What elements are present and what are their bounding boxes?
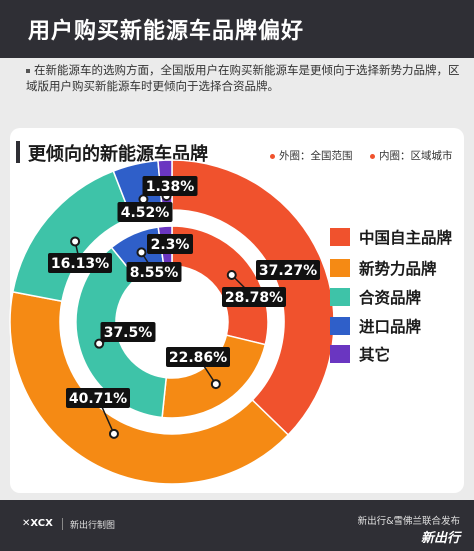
data-label-box (166, 347, 230, 367)
legend-swatch (330, 317, 350, 335)
anchor-dot (94, 338, 105, 349)
description: 在新能源车的选购方面，全国版用户在购买新能源车是更倾向于选择新势力品牌，区域版用… (26, 62, 466, 94)
data-label-box (48, 253, 112, 273)
data-label-box (126, 262, 182, 282)
data-label-box (147, 234, 193, 254)
data-label-inner-2: 37.5% (104, 325, 153, 341)
data-label-box (66, 388, 130, 408)
legend-swatch (330, 228, 350, 246)
legend-swatch (330, 259, 350, 277)
anchor-dot (70, 236, 81, 247)
legend-item: 新势力品牌 (330, 257, 437, 278)
data-label-box (222, 287, 286, 307)
data-label-outer-0: 37.27% (259, 263, 317, 279)
slice-inner-0 (171, 225, 269, 346)
anchor-dot (226, 270, 237, 281)
dot-icon (370, 153, 375, 159)
legend-label: 合资品牌 (359, 289, 422, 307)
footer (0, 500, 474, 551)
footer-logo: ✕XCX (22, 518, 53, 529)
data-label-box (117, 202, 173, 222)
dot-icon (270, 153, 275, 159)
slice-outer-1 (9, 291, 290, 485)
legend-label: 中国自主品牌 (359, 229, 453, 247)
anchor-dot (136, 247, 147, 258)
data-label-outer-3: 4.52% (121, 205, 170, 221)
data-label-outer-2: 16.13% (51, 256, 109, 272)
title-bar (0, 0, 474, 58)
outer-ring-legend: 外圈：全国范围 (270, 148, 353, 163)
data-label-inner-0: 28.78% (225, 290, 283, 306)
bullet-icon (26, 68, 30, 73)
data-label-box (100, 322, 156, 342)
legend-label: 其它 (359, 346, 391, 364)
page-title: 用户购买新能源车品牌偏好 (28, 19, 305, 44)
chart-title-accent (16, 141, 20, 163)
legend-label: 进口品牌 (359, 318, 422, 336)
legend-label: 新势力品牌 (359, 260, 437, 278)
slice-outer-0 (171, 159, 335, 436)
outer-ring-legend-text: 外圈：全国范围 (279, 150, 353, 162)
footer-divider (62, 518, 63, 530)
inner-ring-legend-text: 内圈：区域城市 (379, 150, 453, 162)
legend-item: 其它 (330, 343, 391, 364)
data-label-inner-1: 22.86% (169, 350, 227, 366)
data-label-box (142, 176, 198, 196)
footer-brand: 新出行 (420, 531, 460, 546)
data-label-inner-4: 2.3% (151, 237, 190, 253)
description-text: 在新能源车的选购方面，全国版用户在购买新能源车是更倾向于选择新势力品牌，区域版用… (26, 63, 460, 93)
footer-publisher: 新出行&雪佛兰联合发布 (357, 516, 460, 527)
data-label-outer-1: 40.71% (69, 391, 127, 407)
inner-ring-legend: 内圈：区域城市 (370, 148, 453, 163)
data-label-box (256, 260, 320, 280)
data-label-outer-4: 1.38% (146, 179, 195, 195)
anchor-dot (108, 428, 119, 439)
anchor-dot (210, 379, 221, 390)
legend-swatch (330, 345, 350, 363)
data-label-inner-3: 8.55% (130, 265, 179, 281)
legend-item: 中国自主品牌 (330, 226, 453, 247)
legend-item: 进口品牌 (330, 315, 422, 336)
legend-item: 合资品牌 (330, 286, 422, 307)
footer-credit: 新出行制图 (70, 521, 116, 531)
legend-swatch (330, 288, 350, 306)
